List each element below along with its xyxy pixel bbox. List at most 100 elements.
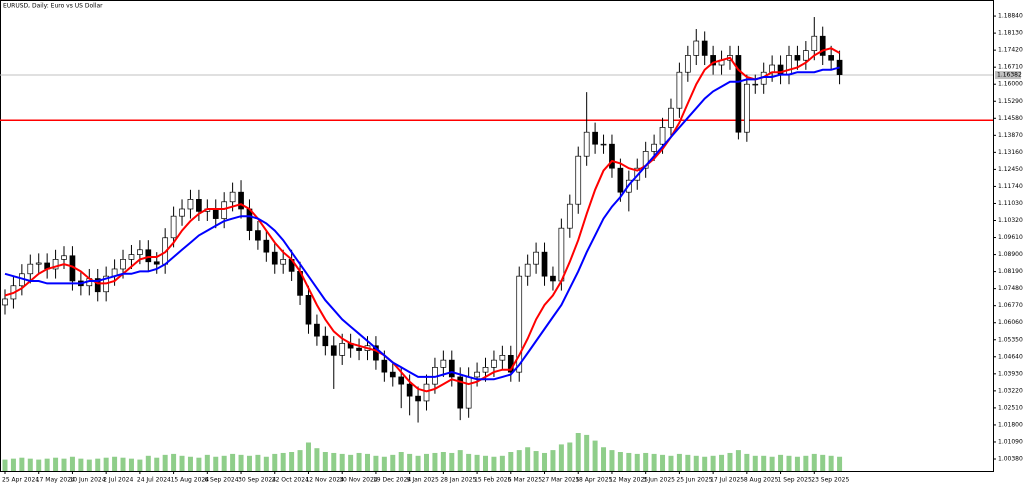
x-tick-label: 19 Dec 2024 [373, 477, 412, 484]
volume-bar [415, 455, 421, 471]
y-tick-label: 1.04640 [998, 353, 1023, 360]
volume-bar [828, 455, 834, 471]
candle-body [356, 347, 362, 351]
volume-bar [449, 452, 455, 471]
volume-bar [668, 455, 674, 471]
candle-body [153, 261, 160, 265]
volume-bar [626, 452, 632, 471]
candle-body [120, 259, 126, 270]
volume-bar [424, 453, 429, 471]
candle-body [423, 383, 430, 402]
volume-bar [213, 456, 219, 471]
candle-body [752, 83, 759, 86]
volume-bar [558, 444, 564, 471]
x-tick-label: 17 May 2024 [36, 477, 75, 484]
volume-bar [769, 456, 775, 471]
candle-body [179, 208, 185, 217]
candle-body [499, 354, 506, 361]
volume-bar [794, 456, 800, 471]
candle-body [600, 143, 607, 146]
volume-bar [820, 454, 826, 471]
x-tick-label: 25 Jun 2025 [676, 477, 712, 484]
volume-bar [491, 456, 497, 471]
volume-bar [542, 452, 548, 471]
volume-bar [61, 458, 67, 471]
candle-body [448, 359, 455, 378]
y-tick-label: 1.08190 [998, 268, 1023, 275]
volume-bar [778, 454, 784, 471]
volume-bar [36, 459, 42, 471]
volume-bar [601, 447, 607, 471]
y-tick-label: 1.06060 [998, 319, 1023, 326]
candle-body [145, 249, 152, 263]
volume-bar [643, 452, 649, 471]
candle-body [280, 259, 287, 265]
volume-bar [314, 448, 320, 471]
candle-body [221, 201, 228, 219]
volume-bar [10, 458, 16, 471]
volume-bar [19, 457, 25, 471]
volume-bar [263, 456, 269, 471]
volume-bar [617, 452, 623, 471]
candle-body [322, 335, 329, 347]
moving-average [4, 66, 840, 381]
candle-body [583, 131, 590, 157]
candle-body [802, 50, 809, 61]
candle-body [710, 55, 716, 66]
x-tick-label: 10 Jun 2024 [69, 477, 105, 484]
candle-body [440, 359, 447, 368]
x-tick-label: 6 Mar 2025 [508, 477, 542, 484]
y-tick-label: 1.16000 [998, 81, 1023, 88]
volume-bar [786, 455, 792, 471]
volume-bar [727, 452, 733, 471]
volume-bar [272, 453, 278, 471]
y-tick-label: 1.01800 [998, 421, 1023, 428]
volume-bar [154, 457, 160, 471]
candle-body [735, 55, 742, 133]
y-tick-label: 1.01090 [998, 438, 1023, 445]
volume-bar [457, 450, 463, 471]
volume-bar [78, 458, 84, 471]
x-tick-label: 18 Apr 2025 [575, 477, 612, 484]
candle-body [794, 55, 801, 61]
y-tick-label: 1.00380 [998, 456, 1023, 463]
candle-body [61, 255, 67, 260]
volume-bar [120, 457, 126, 471]
candle-body [684, 55, 691, 73]
volume-bar [525, 447, 531, 471]
candle-body [617, 167, 624, 193]
x-tick-label: 27 Mar 2025 [542, 477, 580, 484]
candle-body [137, 249, 143, 255]
candle-body [592, 131, 598, 145]
volume-bar [609, 450, 615, 471]
candle-body [828, 55, 834, 61]
candle-body [524, 263, 531, 277]
x-tick-label: 8 Aug 2025 [744, 477, 779, 484]
volume-bar [137, 459, 143, 471]
candle-body [415, 395, 421, 402]
volume-bar [390, 454, 396, 471]
y-tick-label: 1.18130 [998, 30, 1023, 37]
chart-title: EURUSD, Daily: Euro vs US Dollar [3, 3, 103, 10]
x-tick-label: 15 Aug 2024 [171, 477, 210, 484]
y-tick-label: 1.10320 [998, 217, 1023, 224]
moving-average [4, 47, 841, 393]
y-tick-label: 1.07480 [998, 285, 1023, 292]
candle-body [35, 262, 42, 265]
volume-bar [348, 454, 354, 471]
volume-bar [238, 454, 244, 471]
volume-bar [702, 456, 708, 471]
candle-body [609, 143, 615, 169]
x-tick-label: 30 Nov 2024 [339, 477, 378, 484]
candle-body [769, 64, 775, 73]
volume-bar [407, 453, 413, 471]
candle-body [676, 71, 683, 109]
candle-body [566, 203, 573, 229]
volume-bar [508, 452, 514, 471]
x-tick-label: 12 May 2025 [609, 477, 648, 484]
candle-body [238, 191, 244, 210]
volume-bar [103, 457, 109, 471]
y-tick-label: 1.11740 [998, 183, 1023, 190]
volume-bar [373, 455, 379, 471]
candle-body [693, 40, 700, 56]
